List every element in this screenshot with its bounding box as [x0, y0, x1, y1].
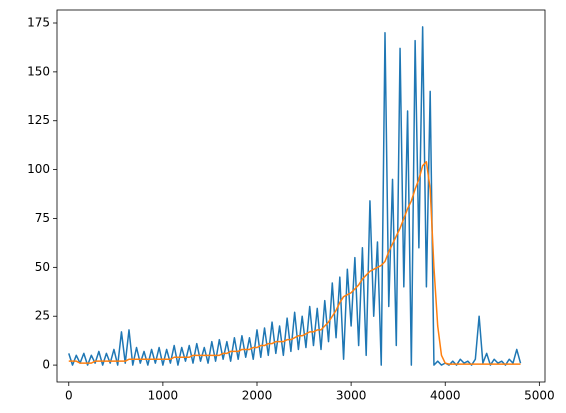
y-tick-label: 150	[27, 64, 50, 78]
x-tick-label: 0	[65, 389, 73, 403]
x-tick-label: 4000	[430, 389, 461, 403]
x-tick-label: 3000	[336, 389, 367, 403]
plot-frame	[56, 9, 546, 383]
y-tick-label: 175	[27, 15, 50, 29]
y-tick-label: 100	[27, 162, 50, 176]
y-tick-label: 0	[42, 358, 50, 372]
y-tick-label: 75	[35, 211, 50, 225]
x-tick-label: 5000	[524, 389, 555, 403]
y-tick-label: 125	[27, 113, 50, 127]
line-series	[68, 26, 522, 366]
line-series	[68, 161, 521, 365]
y-tick-label: 25	[35, 309, 50, 323]
x-tick-label: 1000	[148, 389, 179, 403]
y-tick-label: 50	[35, 260, 50, 274]
x-tick-label: 2000	[242, 389, 273, 403]
